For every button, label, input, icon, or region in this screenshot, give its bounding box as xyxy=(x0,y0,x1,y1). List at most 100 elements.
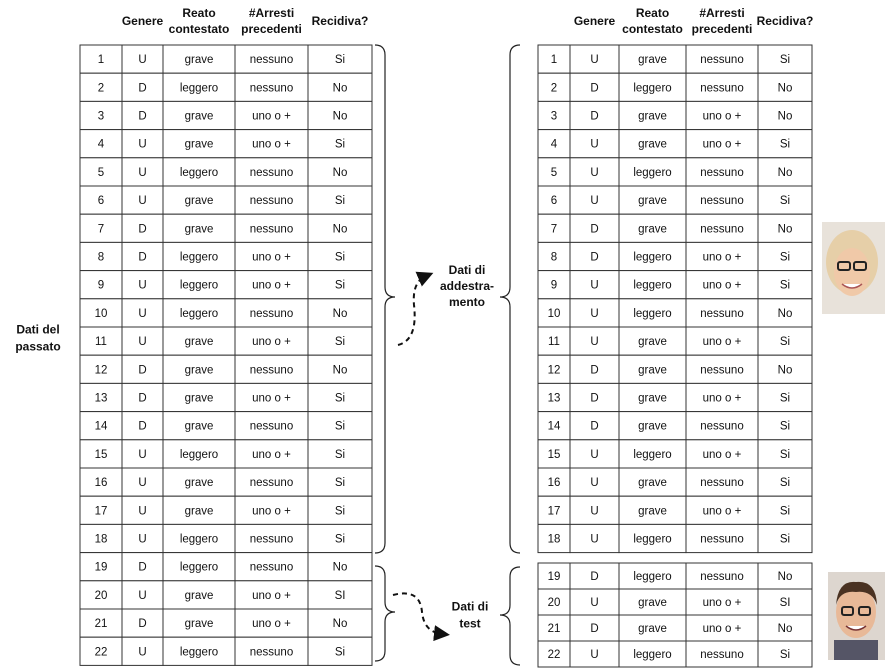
cell-text: 13 xyxy=(95,393,108,405)
cell-text: 22 xyxy=(95,646,108,658)
cell-text: U xyxy=(590,167,598,179)
cell xyxy=(79,354,123,384)
cell-text: No xyxy=(778,308,793,320)
cell-text: uno o + xyxy=(252,618,291,630)
cell-text: Si xyxy=(780,649,790,661)
cell-text: uno o + xyxy=(703,336,742,348)
cell-text: nessuno xyxy=(250,364,293,376)
cell-text: leggero xyxy=(180,167,218,179)
cell-text: leggero xyxy=(180,562,218,574)
cell-text: 17 xyxy=(95,505,108,517)
cell-text: leggero xyxy=(180,82,218,94)
header: Reato xyxy=(182,6,215,20)
cell xyxy=(307,270,373,300)
brace xyxy=(374,44,396,554)
cell-text: grave xyxy=(638,393,667,405)
cell-text: uno o + xyxy=(252,252,291,264)
photo-woman xyxy=(822,222,885,314)
cell xyxy=(685,129,759,159)
cell-text: D xyxy=(590,571,598,583)
cell-text: D xyxy=(138,562,146,574)
cell-text: 4 xyxy=(98,139,105,151)
cell xyxy=(569,185,620,215)
cell-text: uno o + xyxy=(252,139,291,151)
cell xyxy=(121,100,164,131)
cell-text: SI xyxy=(335,590,346,602)
cell-text: uno o + xyxy=(252,449,291,461)
cell-text: grave xyxy=(185,477,214,489)
cell-text: 22 xyxy=(548,649,561,661)
cell-text: 1 xyxy=(98,54,104,66)
cell-text: nessuno xyxy=(250,82,293,94)
cell xyxy=(121,439,164,469)
cell-text: leggero xyxy=(180,646,218,658)
cell-text: U xyxy=(138,280,146,292)
cell xyxy=(307,44,373,74)
cell-text: No xyxy=(778,571,793,583)
cell xyxy=(79,129,123,159)
cell-text: grave xyxy=(185,364,214,376)
cell-text: grave xyxy=(185,393,214,405)
cell-text: leggero xyxy=(180,280,218,292)
cell-text: leggero xyxy=(633,449,671,461)
cell xyxy=(757,439,813,469)
cell-text: No xyxy=(333,82,348,94)
cell-text: Si xyxy=(780,534,790,546)
cell xyxy=(79,241,123,272)
cell xyxy=(234,185,309,215)
cell-text: grave xyxy=(185,336,214,348)
brace xyxy=(499,44,521,554)
cell-text: 4 xyxy=(551,139,558,151)
cell-text: Si xyxy=(335,139,345,151)
cell xyxy=(79,636,123,666)
cell-text: nessuno xyxy=(250,167,293,179)
cell xyxy=(79,382,123,413)
cell-text: 2 xyxy=(551,82,557,94)
cell-text: No xyxy=(778,82,793,94)
cell xyxy=(79,326,123,356)
cell-text: uno o + xyxy=(703,449,742,461)
cell xyxy=(569,129,620,159)
cell-text: grave xyxy=(638,139,667,151)
cell-text: grave xyxy=(185,421,214,433)
cell-text: D xyxy=(138,421,146,433)
cell xyxy=(307,354,373,384)
cell xyxy=(618,467,687,497)
cell-text: 18 xyxy=(95,534,108,546)
cell-text: No xyxy=(333,308,348,320)
cell-text: leggero xyxy=(180,449,218,461)
cell xyxy=(618,129,687,159)
cell-text: Si xyxy=(335,421,345,433)
cell-text: No xyxy=(333,562,348,574)
cell-text: nessuno xyxy=(700,364,743,376)
cell-text: U xyxy=(138,195,146,207)
cell-text: Si xyxy=(780,393,790,405)
cell-text: uno o + xyxy=(252,393,291,405)
cell-text: Si xyxy=(780,54,790,66)
cell-text: leggero xyxy=(180,308,218,320)
cell-text: 14 xyxy=(548,421,561,433)
cell-text: nessuno xyxy=(700,82,743,94)
cell-text: Si xyxy=(780,280,790,292)
cell-text: U xyxy=(138,167,146,179)
cell-text: Si xyxy=(335,449,345,461)
cell xyxy=(685,562,759,590)
cell xyxy=(685,298,759,328)
cell-text: No xyxy=(778,167,793,179)
arrow xyxy=(397,271,434,346)
cell xyxy=(121,298,164,328)
cell-text: grave xyxy=(185,111,214,123)
arrow xyxy=(392,592,450,642)
cell-text: 5 xyxy=(551,167,557,179)
cell xyxy=(757,129,813,159)
cell xyxy=(162,298,236,328)
cell-text: 7 xyxy=(98,223,104,235)
cell xyxy=(537,157,571,187)
cell-text: D xyxy=(138,393,146,405)
label: Dati di xyxy=(449,263,486,277)
cell-text: D xyxy=(590,111,598,123)
cell-text: 20 xyxy=(548,597,561,609)
cell-text: 16 xyxy=(548,477,561,489)
cell-text: grave xyxy=(185,139,214,151)
cell xyxy=(234,44,309,74)
